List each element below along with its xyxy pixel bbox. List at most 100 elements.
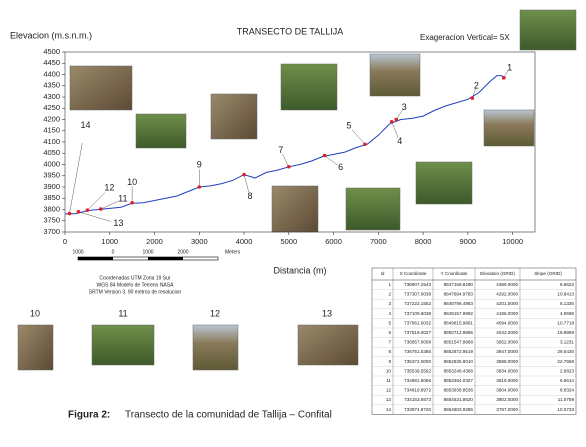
- table-cell: 734981.5066: [404, 378, 431, 383]
- table-cell: 5.5614: [560, 378, 574, 383]
- point: [389, 119, 394, 124]
- table-cell: 3797.0000: [496, 407, 518, 412]
- table-cell: 8847694.9783: [444, 292, 474, 297]
- scale-label: 2000: [177, 249, 188, 255]
- table-cell: 10.7718: [557, 320, 574, 325]
- photo-label: 11: [118, 308, 127, 318]
- table-cell: 3: [388, 301, 391, 306]
- y-tick-label: 3850: [43, 193, 60, 202]
- table-cell: 8853248.4368: [444, 368, 474, 373]
- y-tick-label: 4000: [43, 159, 60, 168]
- table-cell: 6: [388, 330, 391, 335]
- scale-label: 1000: [142, 249, 153, 255]
- table-cell: 8852835.8010: [444, 359, 474, 364]
- point: [67, 211, 72, 216]
- table-cell: 8849815.9891: [444, 320, 474, 325]
- point: [470, 96, 475, 100]
- table-cell: 10: [386, 368, 392, 373]
- point: [287, 164, 291, 169]
- table-cell: 1: [388, 282, 391, 287]
- photo: [192, 324, 239, 371]
- scale-bar-fill: [148, 257, 183, 260]
- table-cell: 736857.0008: [404, 340, 431, 345]
- scale-label: 1000: [72, 249, 83, 255]
- point-label: 6: [338, 162, 343, 172]
- x-tick-label: 2000: [146, 237, 163, 246]
- table-cell: 2.6823: [560, 368, 574, 373]
- y-tick-label: 4050: [43, 148, 60, 157]
- y-tick-label: 4500: [43, 47, 60, 56]
- table-cell: 8.6623: [560, 282, 574, 287]
- leader-line: [87, 192, 106, 211]
- table-cell: 735372.0000: [404, 359, 431, 364]
- table-cell: 8854531.8620: [444, 397, 474, 402]
- table-cell: 2: [388, 292, 391, 297]
- x-tick-label: 7000: [370, 237, 387, 246]
- table-cell: 3804.0000: [496, 388, 518, 393]
- table-cell: 734153.6573: [404, 397, 431, 402]
- table-cell: 5: [388, 320, 391, 325]
- table-cell: 8847168.8290: [444, 282, 474, 287]
- point: [99, 207, 103, 211]
- point-label: 4: [397, 136, 402, 146]
- table-cell: 737961.0032: [404, 320, 431, 325]
- table-cell: 4292.0000: [496, 292, 518, 297]
- table-header: Slope (GRID): [534, 271, 562, 276]
- leader-line: [282, 153, 289, 167]
- table-cell: 734619.8972: [404, 388, 431, 393]
- scale-label: 0: [112, 249, 115, 255]
- point: [501, 76, 506, 80]
- x-tick-label: 4000: [236, 237, 253, 246]
- y-tick-label: 4250: [43, 103, 60, 112]
- y-axis-label: Elevacion (m.s.n.m.): [10, 30, 92, 40]
- table-cell: 10.0733: [557, 407, 574, 412]
- table-cell: 8853484.0327: [444, 378, 474, 383]
- table-cell: 8.8324: [560, 388, 574, 393]
- table-cell: 3802.0000: [496, 397, 518, 402]
- photo-label: 12: [210, 308, 220, 318]
- table-cell: 4094.0000: [496, 320, 518, 325]
- table-cell: 737109.6038: [404, 311, 431, 316]
- table-cell: 735539.5592: [404, 368, 431, 373]
- table-cell: 29.5430: [557, 349, 574, 354]
- table-frame: [371, 267, 577, 415]
- point-label: 10: [127, 177, 137, 187]
- table-cell: 4: [388, 311, 391, 316]
- map-note: SRTM Version 3, 90 metros de resolucion: [89, 289, 182, 295]
- point-label: 13: [113, 218, 123, 228]
- table-cell: 3.1231: [560, 340, 574, 345]
- photo-label: 13: [322, 308, 332, 318]
- photo: [483, 109, 535, 147]
- table-cell: 13: [386, 397, 392, 402]
- x-tick-label: 6000: [325, 237, 342, 246]
- leader-line: [324, 155, 338, 166]
- leader-line: [396, 109, 403, 120]
- map-note: WGS 84 Modelo de Terreno NASA: [97, 282, 175, 288]
- table-header: X Coordinate: [400, 271, 427, 276]
- table-cell: 737222.1552: [404, 301, 431, 306]
- point-label: 9: [197, 159, 202, 169]
- table-cell: 736751.0385: [404, 349, 431, 354]
- table-cell: 8851547.9968: [444, 340, 474, 345]
- table-cell: 19.8959: [557, 330, 574, 335]
- y-tick-label: 4400: [43, 69, 60, 78]
- point: [85, 208, 90, 212]
- photo: [210, 93, 258, 140]
- table-cell: 4043.0000: [496, 330, 518, 335]
- photo: [271, 185, 319, 233]
- leader-line: [243, 174, 250, 193]
- point: [130, 200, 134, 205]
- point-label: 11: [118, 193, 127, 203]
- y-tick-label: 4300: [43, 92, 60, 101]
- table-cell: 736907.2543: [404, 282, 431, 287]
- annotation: Exageracion Vertical= 5X: [420, 33, 510, 42]
- table-cell: 4201.0000: [496, 301, 518, 306]
- table-cell: 3834.0000: [496, 368, 518, 373]
- map-note: Coordenadas UTM Zona 19 Sur: [99, 275, 170, 281]
- table-cell: 3898.0000: [496, 359, 518, 364]
- table-header: Y Coordinate: [441, 271, 468, 276]
- chart-title: TRANSECTO DE TALLIJA: [237, 26, 344, 36]
- x-tick-label: 8000: [415, 237, 432, 246]
- photo: [297, 324, 359, 366]
- table-cell: 8854803.9286: [444, 407, 474, 412]
